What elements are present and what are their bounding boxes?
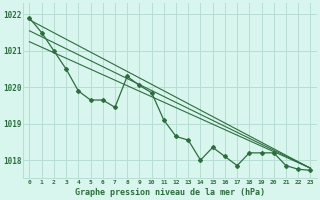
- X-axis label: Graphe pression niveau de la mer (hPa): Graphe pression niveau de la mer (hPa): [75, 188, 265, 197]
